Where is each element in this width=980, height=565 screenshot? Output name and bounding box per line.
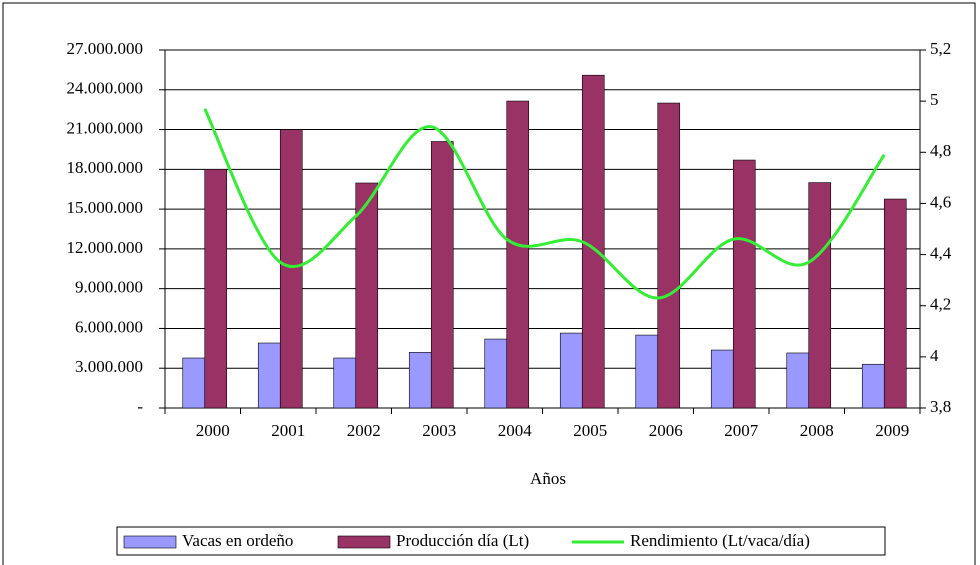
bar	[355, 182, 379, 409]
bar	[408, 352, 432, 409]
legend-swatch	[337, 535, 391, 549]
y-tick-label: 27.000.000	[67, 39, 144, 58]
bar	[786, 352, 810, 409]
y2-tick-label: 5,2	[930, 39, 951, 58]
y-tick-label: 15.000.000	[67, 198, 144, 217]
x-tick-label: 2008	[800, 421, 834, 440]
y-tick-label: 21.000.000	[67, 118, 144, 137]
y-tick-label: -	[137, 397, 143, 416]
bar	[861, 363, 885, 409]
x-tick-label: 2002	[347, 421, 381, 440]
y-tick-label: 9.000.000	[75, 278, 143, 297]
x-tick-label: 2001	[271, 421, 305, 440]
bar	[279, 129, 303, 409]
x-tick-label: 2007	[724, 421, 759, 440]
y2-tick-label: 4,8	[930, 141, 951, 160]
x-axis-title: Años	[530, 469, 566, 488]
y-tick-label: 12.000.000	[67, 238, 144, 257]
legend-box	[116, 526, 886, 556]
bar	[732, 159, 756, 409]
bar	[883, 198, 907, 409]
x-tick-label: 2000	[196, 421, 230, 440]
bar	[257, 342, 281, 409]
legend-swatch	[123, 535, 177, 549]
legend-label: Vacas en ordeño	[182, 531, 293, 550]
line	[203, 108, 886, 300]
bar	[657, 102, 681, 409]
bar	[710, 349, 734, 409]
x-tick-label: 2004	[498, 421, 533, 440]
x-tick-label: 2009	[875, 421, 909, 440]
bar	[808, 182, 832, 409]
bar	[204, 169, 228, 409]
y2-tick-label: 5	[930, 90, 939, 109]
y2-tick-label: 3,8	[930, 397, 951, 416]
bar	[559, 332, 583, 409]
y2-tick-label: 4,2	[930, 295, 951, 314]
y-tick-label: 6.000.000	[75, 317, 143, 336]
bar	[430, 141, 454, 409]
legend-label: Rendimiento (Lt/vaca/día)	[630, 531, 810, 550]
y-tick-label: 18.000.000	[67, 158, 144, 177]
y-tick-label: 24.000.000	[67, 79, 144, 98]
legend-label: Producción día (Lt)	[396, 531, 529, 550]
bar	[506, 100, 530, 409]
y2-tick-label: 4	[930, 346, 939, 365]
bar	[635, 334, 659, 409]
bar	[333, 357, 357, 409]
bar	[581, 74, 605, 409]
y2-tick-label: 4,4	[930, 243, 952, 262]
bar	[182, 357, 206, 409]
y2-tick-label: 4,6	[930, 192, 951, 211]
x-tick-label: 2005	[573, 421, 607, 440]
x-tick-label: 2003	[422, 421, 456, 440]
bar	[484, 338, 508, 409]
y-tick-label: 3.000.000	[75, 357, 143, 376]
x-tick-label: 2006	[649, 421, 683, 440]
